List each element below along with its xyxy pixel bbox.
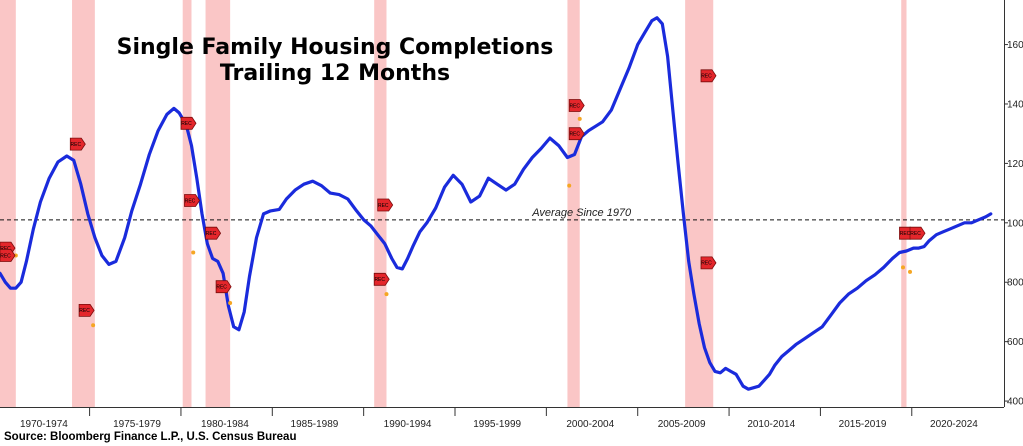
rec-marker-label: REC bbox=[185, 198, 196, 204]
chart-subtitle: Trailing 12 Months bbox=[220, 61, 450, 86]
x-tick-label: 1985-1989 bbox=[291, 419, 339, 430]
rec-marker: REC bbox=[700, 256, 717, 270]
x-tick-label: 1970-1974 bbox=[20, 419, 68, 430]
rec-marker-shape bbox=[78, 303, 95, 317]
recession-dot bbox=[191, 250, 196, 255]
rec-marker-label: REC bbox=[910, 231, 921, 237]
y-tick-label: 800 bbox=[1007, 278, 1023, 289]
rec-marker-label: REC bbox=[71, 142, 82, 148]
recession-band bbox=[901, 0, 907, 407]
y-tick-label: 1200 bbox=[1007, 159, 1023, 170]
x-tick-label: 1995-1999 bbox=[473, 419, 521, 430]
rec-marker-shape bbox=[700, 256, 717, 270]
rec-marker-label: REC bbox=[378, 203, 389, 209]
recession-band bbox=[567, 0, 580, 407]
rec-marker-shape bbox=[373, 272, 390, 286]
recession-dot bbox=[577, 116, 582, 121]
rec-marker: REC bbox=[205, 226, 222, 240]
rec-marker-label: REC bbox=[374, 277, 385, 283]
y-tick-label: 1400 bbox=[1007, 99, 1023, 110]
rec-marker-label: REC bbox=[569, 131, 580, 137]
rec-marker-shape bbox=[180, 116, 197, 130]
rec-marker-shape bbox=[215, 280, 232, 294]
rec-marker-label: REC bbox=[569, 103, 580, 109]
x-tick-label: 2015-2019 bbox=[839, 419, 887, 430]
rec-marker-label: REC bbox=[181, 121, 192, 127]
axis-layer: 400 600 800 1000 1200 1400 1600 1970-1974 1975-1… bbox=[0, 0, 1023, 430]
rec-marker-shape bbox=[184, 194, 200, 207]
recession-band bbox=[72, 0, 95, 407]
recession-dot bbox=[900, 265, 905, 270]
recession-shading-layer bbox=[0, 0, 907, 407]
rec-marker-shape bbox=[568, 99, 585, 112]
recession-dot bbox=[91, 323, 96, 328]
recession-band bbox=[205, 0, 231, 407]
rec-marker-label: REC bbox=[701, 261, 712, 267]
rec-marker: REC bbox=[568, 99, 585, 112]
chart-title: Single Family Housing Completions bbox=[117, 35, 554, 60]
x-tick-label: 2010-2014 bbox=[747, 419, 795, 430]
rec-marker: REC bbox=[215, 280, 232, 294]
completions-series-line bbox=[0, 16, 993, 391]
x-tick-label: 2020-2024 bbox=[930, 419, 978, 430]
average-label: Average Since 1970 bbox=[531, 207, 632, 219]
rec-marker-shape bbox=[909, 226, 926, 240]
y-tick-label: 600 bbox=[1007, 337, 1023, 348]
rec-marker-label: REC bbox=[79, 308, 90, 314]
x-tick-label: 1975-1979 bbox=[113, 419, 161, 430]
recession-band bbox=[0, 0, 16, 407]
rec-marker-shape bbox=[568, 127, 585, 141]
rec-marker-label: REC bbox=[0, 253, 11, 259]
x-tick-label: 2000-2004 bbox=[566, 419, 614, 430]
rec-marker: REC bbox=[184, 194, 200, 207]
rec-marker: REC bbox=[909, 226, 926, 240]
rec-marker: REC bbox=[568, 127, 585, 141]
x-tick-label: 1990-1994 bbox=[384, 419, 432, 430]
rec-marker-label: REC bbox=[206, 231, 217, 237]
rec-marker: REC bbox=[78, 303, 95, 317]
recession-band bbox=[685, 0, 714, 407]
rec-marker-shape bbox=[0, 249, 16, 262]
rec-marker: REC bbox=[700, 69, 717, 83]
y-tick-label: 400 bbox=[1007, 397, 1023, 408]
recession-dot bbox=[228, 301, 233, 306]
rec-marker-shape bbox=[69, 137, 86, 151]
rec-marker-label: REC bbox=[701, 74, 712, 80]
rec-marker-shape bbox=[377, 198, 394, 212]
rec-marker-label: REC bbox=[900, 231, 911, 237]
rec-marker: REC bbox=[377, 198, 394, 212]
x-tick-label: 2005-2009 bbox=[658, 419, 706, 430]
y-tick-label: 1000 bbox=[1007, 218, 1023, 229]
y-tick-label: 1600 bbox=[1007, 40, 1023, 51]
recession-dot bbox=[908, 269, 913, 274]
rec-marker: REC bbox=[373, 272, 390, 286]
rec-marker: REC bbox=[69, 137, 86, 151]
recession-dot bbox=[384, 292, 389, 297]
rec-marker: REC bbox=[180, 116, 197, 130]
source-note: Source: Bloomberg Finance L.P., U.S. Cen… bbox=[4, 431, 297, 443]
rec-marker-label: REC bbox=[216, 284, 227, 290]
rec-marker-shape bbox=[700, 69, 717, 83]
recession-marker-layer: RECRECRECRECRECRECRECRECRECRECRECRECRECR… bbox=[0, 69, 926, 328]
rec-marker-shape bbox=[205, 226, 222, 240]
recession-dot bbox=[567, 183, 572, 188]
rec-marker: REC bbox=[0, 249, 16, 262]
rec-marker-label: REC bbox=[0, 246, 11, 252]
x-tick-label: 1980-1984 bbox=[201, 419, 249, 430]
